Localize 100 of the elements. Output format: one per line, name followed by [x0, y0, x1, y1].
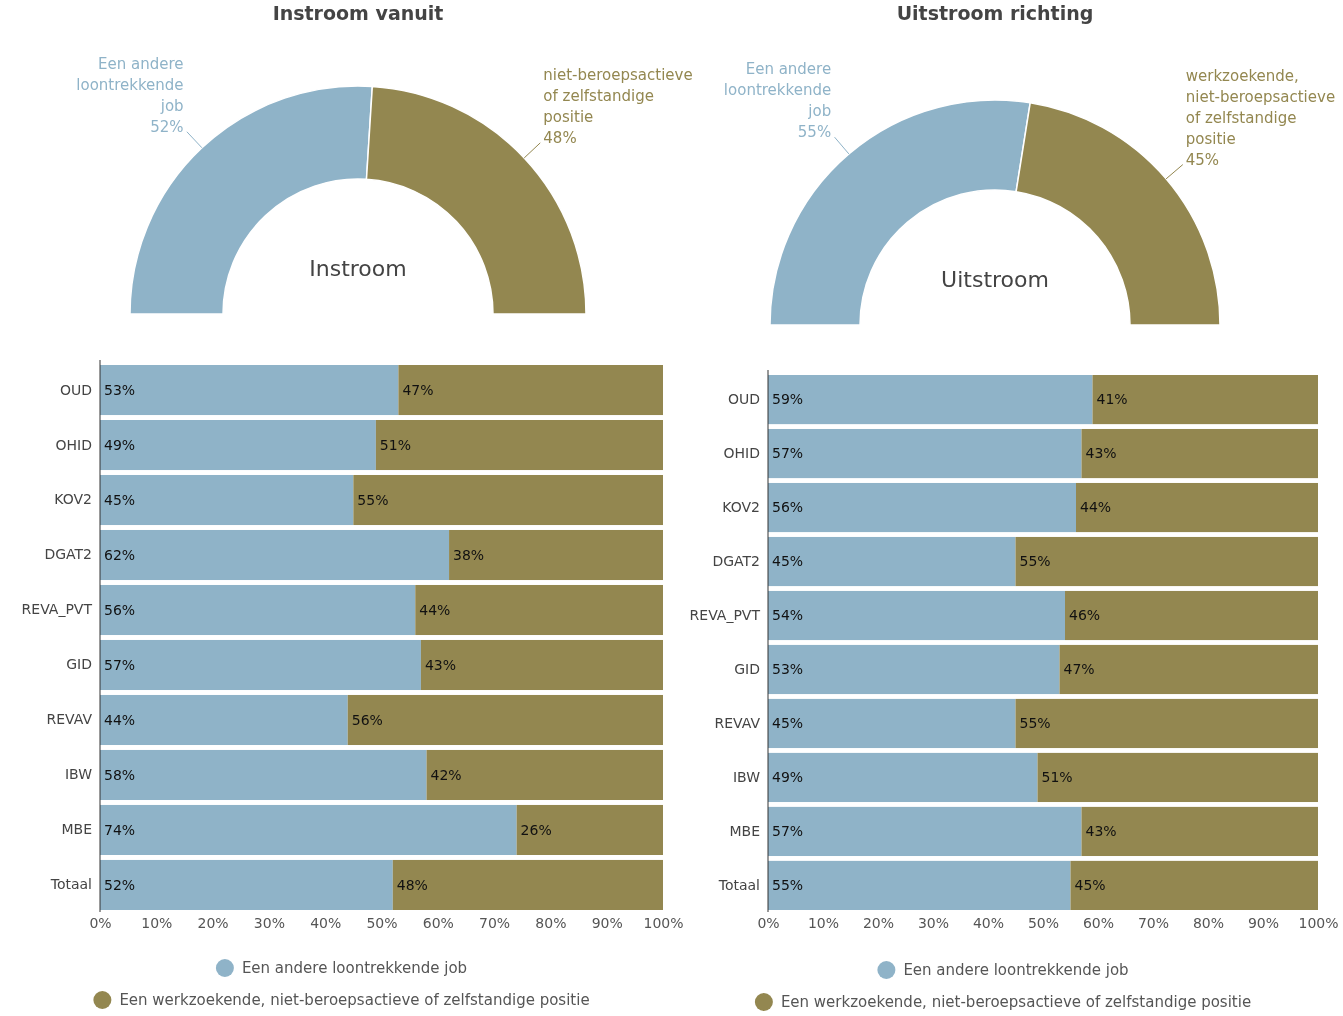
y-tick-label: REVAV	[46, 711, 93, 728]
y-tick-label: KOV2	[722, 499, 760, 516]
data-label: 55%	[772, 877, 804, 894]
bar	[1059, 644, 1318, 695]
y-tick-label: OUD	[727, 391, 760, 408]
x-tick-label: 90%	[591, 914, 623, 931]
data-label: 26%	[520, 821, 552, 838]
text: Uitstroom	[941, 267, 1049, 292]
data-label: 74%	[104, 821, 136, 838]
bar	[1015, 536, 1318, 587]
data-label: 57%	[772, 445, 804, 462]
legend-label: Een andere loontrekkende job	[241, 959, 468, 978]
data-label: 45%	[772, 715, 804, 732]
bar	[768, 428, 1082, 479]
data-label: 38%	[453, 546, 485, 563]
data-label: 45%	[772, 553, 804, 570]
legend-label: Een andere loontrekkende job	[903, 961, 1129, 980]
y-tick-label: KOV2	[54, 491, 92, 508]
legend-label: Een werkzoekende, niet-beroepsactieve of zelfstandige positie	[119, 991, 590, 1010]
bar	[768, 752, 1038, 803]
bar	[1092, 375, 1318, 425]
y-tick-label: DGAT2	[712, 553, 760, 569]
y-tick-label: OHID	[55, 436, 92, 453]
data-label: 55%	[1019, 553, 1051, 570]
x-tick-label: 50%	[1027, 914, 1060, 931]
y-tick-label: REVA_PVT	[689, 606, 761, 623]
data-label: 45%	[1185, 150, 1220, 169]
y-tick-label: Totaal	[49, 876, 92, 893]
data-label: 43%	[424, 656, 457, 673]
bar	[100, 474, 354, 526]
bar	[1081, 806, 1318, 857]
data-label: 44%	[104, 711, 136, 728]
bar	[420, 639, 663, 691]
y-tick-label: DGAT2	[44, 546, 92, 563]
data-label: 59%	[772, 391, 804, 408]
bar	[353, 474, 663, 526]
data-label: 53%	[104, 381, 136, 398]
bar	[100, 365, 399, 416]
bar	[768, 698, 1016, 749]
data-label: 52%	[150, 117, 184, 136]
x-tick-label: 0%	[757, 914, 780, 931]
bar	[1065, 590, 1318, 641]
x-tick-label: 10%	[807, 914, 840, 931]
bar	[347, 694, 663, 746]
bar	[100, 749, 427, 801]
data-label: 47%	[402, 381, 434, 398]
data-label: 54%	[772, 607, 804, 624]
bar	[1037, 752, 1318, 803]
data-label: 55%	[1019, 715, 1051, 732]
data-label: 51%	[1041, 769, 1073, 786]
data-label: 44%	[1080, 499, 1112, 516]
y-tick-label: REVAV	[714, 714, 761, 731]
data-label: 55%	[357, 491, 389, 508]
bar	[768, 590, 1065, 641]
x-tick-label: 20%	[197, 914, 229, 931]
data-label: 44%	[419, 601, 451, 618]
x-tick-label: 30%	[253, 914, 285, 931]
bar	[1015, 698, 1318, 749]
bar	[100, 584, 416, 636]
data-label: 42%	[430, 766, 462, 783]
x-tick-label: 60%	[1082, 914, 1115, 931]
data-label: 57%	[772, 823, 804, 840]
slice-label: Een andere loontrekkende job	[76, 54, 184, 115]
data-label: 55%	[797, 123, 832, 142]
legend-label: Een werkzoekende, niet-beroepsactieve of zelfstandige positie	[780, 993, 1252, 1012]
data-label: 45%	[104, 491, 136, 508]
bar	[100, 859, 393, 910]
data-label: 51%	[379, 436, 411, 453]
y-tick-label: GID	[66, 656, 92, 673]
x-tick-label: 100%	[643, 914, 684, 931]
x-tick-label: 70%	[479, 914, 511, 931]
bar	[1081, 428, 1318, 479]
data-label: 56%	[351, 711, 383, 728]
chart-title: Instroom vanuit	[272, 2, 444, 24]
x-tick-label: 60%	[422, 914, 454, 931]
y-tick-label: MBE	[61, 821, 92, 838]
data-label: 48%	[396, 876, 428, 893]
data-label: 49%	[104, 436, 136, 453]
x-tick-label: 70%	[1137, 914, 1170, 931]
y-tick-label: IBW	[64, 766, 93, 783]
data-label: 43%	[1085, 445, 1117, 462]
data-label: 62%	[104, 546, 136, 563]
slice-label: Een andere loontrekkende job	[723, 60, 832, 121]
bar	[768, 806, 1082, 857]
bar	[516, 804, 663, 856]
bar	[426, 749, 663, 801]
chart-title: Uitstroom richting	[896, 2, 1094, 24]
x-tick-label: 40%	[310, 914, 342, 931]
y-tick-label: OHID	[723, 445, 760, 462]
x-tick-label: 80%	[535, 914, 567, 931]
bar	[768, 536, 1016, 587]
x-tick-label: 20%	[862, 914, 895, 931]
bar	[100, 529, 450, 581]
y-tick-label: REVA_PVT	[21, 601, 93, 618]
data-label: 49%	[772, 769, 804, 786]
y-tick-label: OUD	[59, 381, 92, 398]
data-label: 47%	[1063, 661, 1095, 678]
data-label: 48%	[543, 128, 577, 147]
data-label: 56%	[104, 601, 136, 618]
data-label: 56%	[772, 499, 804, 516]
